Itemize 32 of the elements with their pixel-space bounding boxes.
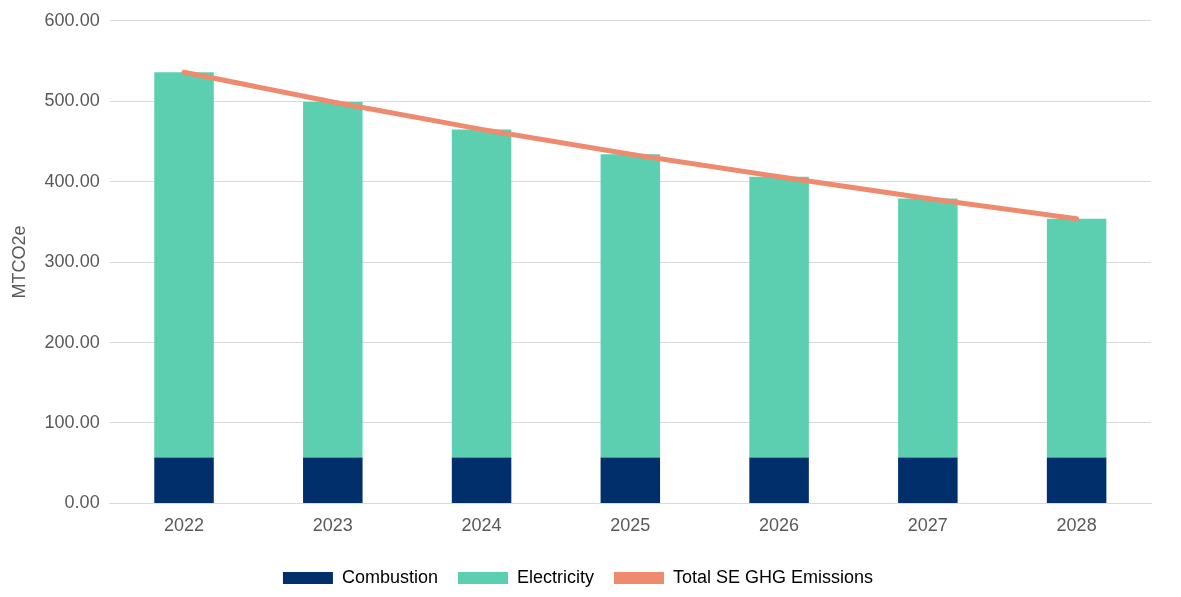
bar — [451, 457, 512, 503]
x-tick-label: 2027 — [907, 515, 948, 536]
bar — [154, 72, 214, 458]
bar — [1046, 218, 1107, 458]
bar — [749, 176, 809, 458]
bar — [749, 457, 809, 503]
x-tick-label: 2025 — [610, 515, 651, 536]
legend-label: Total SE GHG Emissions — [673, 566, 874, 587]
bar — [898, 198, 958, 458]
bar — [303, 102, 363, 458]
y-tick-label: 0.00 — [64, 492, 100, 513]
y-tick-label: 100.00 — [44, 411, 100, 432]
x-tick-label: 2023 — [312, 515, 353, 536]
bar — [600, 457, 661, 503]
y-tick-label: 200.00 — [44, 331, 100, 352]
bar — [600, 154, 661, 458]
x-tick-label: 2026 — [759, 515, 800, 536]
bar — [451, 129, 512, 458]
legend-label: Combustion — [341, 566, 438, 587]
bar — [154, 457, 214, 503]
x-tick-label: 2022 — [164, 515, 205, 536]
x-tick-label: 2024 — [461, 515, 502, 536]
x-tick-label: 2028 — [1056, 515, 1097, 536]
legend-label: Electricity — [516, 566, 595, 587]
y-tick-label: 300.00 — [44, 251, 100, 272]
bar — [1046, 457, 1107, 503]
y-tick-label: 500.00 — [44, 90, 100, 111]
y-tick-label: 600.00 — [44, 9, 100, 30]
y-axis-title: MTCO2e — [8, 225, 29, 299]
bar — [303, 457, 363, 503]
bar — [898, 457, 958, 503]
y-tick-label: 400.00 — [44, 170, 100, 191]
